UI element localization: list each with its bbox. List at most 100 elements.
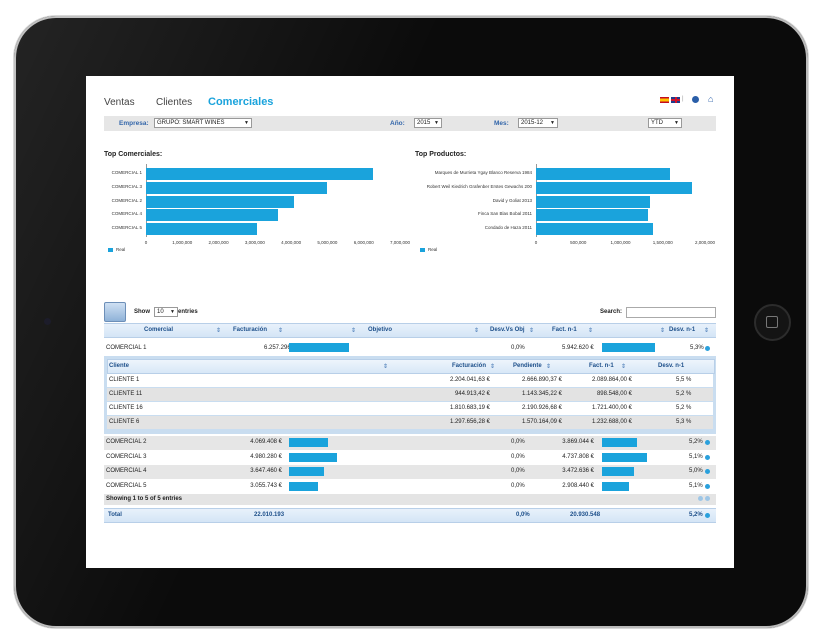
expand-icon[interactable] — [705, 483, 710, 489]
chart-bar[interactable] — [146, 181, 327, 194]
cell-fact-n1: 1.721.400,00 € — [591, 405, 632, 411]
sub-th-pendiente[interactable]: Pendiente — [513, 363, 542, 369]
cell-pendiente: 1.570.164,09 € — [521, 419, 562, 425]
chart-bar[interactable] — [536, 209, 648, 222]
cell-desv-n1: 5,2 % — [676, 405, 692, 411]
subtable-row[interactable] — [107, 402, 713, 415]
mes-select[interactable]: 2015-12 ▼ — [518, 118, 558, 128]
sort-icon[interactable]: ⇕ — [216, 328, 222, 334]
facturacion-bar — [289, 467, 324, 476]
chart-bar[interactable] — [146, 209, 278, 222]
chart-bar[interactable] — [146, 168, 373, 180]
table-row[interactable] — [104, 465, 716, 479]
subtable-row[interactable] — [107, 374, 713, 387]
sort-icon[interactable]: ⇕ — [621, 364, 627, 370]
uk-flag-icon[interactable] — [671, 97, 680, 103]
cell-facturacion: 4.069.408 € — [250, 439, 282, 445]
subtable-row[interactable] — [107, 388, 713, 401]
table-settings-icon[interactable] — [104, 302, 126, 322]
prev-page-icon[interactable] — [698, 496, 703, 501]
th-desv-n1[interactable]: Desv. n-1 — [669, 327, 696, 333]
entries-label: entries — [178, 309, 198, 315]
sort-icon[interactable]: ⇕ — [704, 328, 710, 334]
cell-fact-n1: 4.737.808 € — [562, 453, 594, 460]
y-axis-line — [146, 164, 147, 237]
th-fact-n1[interactable]: Fact. n-1 — [552, 327, 577, 333]
entries-select[interactable]: 10 ▼ — [154, 307, 178, 317]
search-input[interactable] — [626, 307, 716, 318]
cell-desv-n1: 5,1% — [689, 453, 703, 460]
th-objetivo[interactable]: Objetivo — [368, 327, 393, 333]
y-tick-label: COMERCIAL 2 — [111, 197, 142, 203]
chart-bar[interactable] — [146, 195, 294, 208]
home-button[interactable] — [754, 304, 791, 341]
x-tick-label: 4,000,000 — [281, 240, 302, 245]
mes-label: Mes: — [494, 120, 509, 127]
anio-select-value: 2015 — [417, 120, 431, 126]
home-icon[interactable]: ⌂ — [708, 94, 714, 104]
info-icon[interactable] — [692, 96, 699, 103]
sort-icon[interactable]: ⇕ — [490, 364, 496, 370]
entries-select-value: 10 — [157, 309, 164, 315]
sort-icon[interactable]: ⇕ — [529, 328, 535, 334]
cell-comercial: COMERCIAL 2 — [106, 439, 147, 445]
expand-icon[interactable] — [705, 346, 710, 351]
empresa-select[interactable]: GRUPO: SMART WINES ▼ — [154, 118, 252, 128]
nav-ventas[interactable]: Ventas — [104, 97, 135, 108]
nav-comerciales[interactable]: Comerciales — [208, 96, 274, 108]
cell-fact-n1: 1.232.688,00 € — [591, 419, 632, 425]
expand-icon[interactable] — [705, 454, 710, 460]
legend-swatch — [108, 248, 113, 252]
sort-icon[interactable]: ⇕ — [278, 328, 284, 334]
chart-bar[interactable] — [536, 223, 653, 236]
chart-title-productos: Top Productos: — [415, 151, 467, 158]
cell-facturacion: 944.913,42 € — [454, 391, 490, 397]
facturacion-bar — [289, 438, 328, 447]
table-row[interactable] — [104, 436, 716, 450]
table-row[interactable] — [104, 479, 716, 494]
sort-icon[interactable]: ⇕ — [546, 364, 552, 370]
cell-cliente: CLIENTE 6 — [109, 419, 140, 425]
x-tick-label: 6,000,000 — [353, 240, 374, 245]
empresa-label: Empresa: — [119, 120, 149, 127]
table-row[interactable] — [104, 341, 716, 355]
expand-icon[interactable] — [705, 440, 710, 445]
chart-bar[interactable] — [536, 195, 650, 208]
facturacion-bar — [289, 452, 337, 462]
x-tick-label: 1,000,000 — [610, 240, 631, 245]
x-tick-label: 0 — [534, 240, 538, 245]
period-select[interactable]: YTD ▼ — [648, 118, 682, 128]
subtable-row[interactable] — [107, 416, 713, 429]
cell-desv-n1: 5,0% — [689, 468, 703, 474]
sub-th-fact-n1[interactable]: Fact. n-1 — [589, 363, 614, 369]
sub-th-cliente[interactable]: Cliente — [109, 363, 130, 369]
sort-icon[interactable]: ⇕ — [383, 364, 389, 370]
th-facturacion[interactable]: Facturación — [233, 327, 268, 333]
chart-bar[interactable] — [146, 223, 257, 236]
table-row[interactable] — [104, 450, 716, 465]
sort-icon[interactable]: ⇕ — [660, 328, 666, 334]
sort-icon[interactable]: ⇕ — [588, 328, 594, 334]
y-tick-label: Robert Weil Kiedrich Grafenber Erstes Ge… — [426, 183, 532, 189]
chart-bar[interactable] — [536, 181, 692, 194]
fact-n1-bar — [602, 452, 647, 462]
sort-icon[interactable]: ⇕ — [474, 328, 480, 334]
sub-th-facturacion[interactable]: Facturación — [452, 363, 487, 369]
cell-desv-obj: 0,0% — [511, 439, 525, 445]
sort-icon[interactable]: ⇕ — [351, 328, 357, 334]
app-screen: Ventas Clientes Comerciales | ⌂ Empresa:… — [86, 76, 734, 568]
cell-fact-n1: 2.908.440 € — [562, 482, 594, 489]
expand-icon[interactable] — [705, 469, 710, 474]
expand-icon[interactable] — [705, 513, 710, 518]
th-comercial[interactable]: Comercial — [144, 327, 174, 333]
nav-clientes[interactable]: Clientes — [156, 97, 193, 108]
total-facturacion: 22.010.193 — [254, 512, 285, 518]
chevron-down-icon: ▼ — [434, 120, 439, 126]
anio-select[interactable]: 2015 ▼ — [414, 118, 442, 128]
legend-swatch — [420, 248, 425, 252]
chart-bar[interactable] — [536, 168, 670, 180]
spain-flag-icon[interactable] — [660, 97, 669, 103]
cell-facturacion: 3.055.743 € — [250, 482, 282, 489]
th-desv-obj[interactable]: Desv.Vs Obj — [490, 327, 525, 333]
next-page-icon[interactable] — [705, 496, 710, 501]
